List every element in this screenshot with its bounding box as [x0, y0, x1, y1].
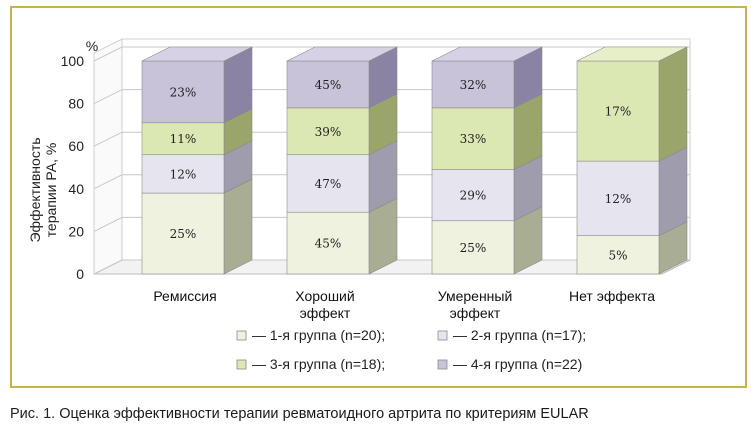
bar-value-label: 45% [315, 78, 342, 92]
category-label-line: Умеренный [438, 288, 513, 304]
bar-value-label: 12% [170, 167, 197, 181]
bar-top [431, 46, 543, 62]
category-label-line: Хороший [295, 288, 354, 304]
y-tick-label: 60 [68, 138, 84, 154]
legend-label: — 4-я группа (n=22) [453, 356, 582, 372]
bar-segment [141, 122, 225, 156]
side-wall [93, 38, 123, 275]
legend-label: — 3-я группа (n=18); [252, 356, 385, 372]
y-axis-title-line: Эффективность [27, 137, 43, 242]
legend-label: — 2-я группа (n=17); [453, 327, 586, 343]
bar-value-label: 17% [605, 105, 632, 119]
y-tick-label: 80 [68, 96, 84, 112]
bar-value-label: 32% [460, 78, 487, 92]
bar-value-label: 33% [460, 132, 487, 146]
bar-value-label: 12% [605, 192, 632, 206]
bar-value-label: 39% [315, 125, 342, 139]
y-tick-label: 100 [61, 53, 85, 69]
bar-stack: 25% 12% 11% 23% [141, 46, 253, 275]
bar-segment [576, 60, 660, 162]
legend-swatch [437, 359, 448, 370]
category-label: Нет эффекта [569, 288, 655, 304]
category-label-line: эффект [300, 305, 351, 321]
bar-segment [141, 154, 225, 194]
bar-segment [576, 160, 660, 236]
category-label-line: Нет эффекта [569, 288, 655, 304]
bar-segment-side [658, 46, 688, 162]
bar-value-label: 25% [170, 227, 197, 241]
bar-segment [431, 60, 515, 109]
category-label: Умеренный эффект [438, 288, 513, 321]
caption-label: Рис. 1. [10, 406, 56, 422]
y-tick-label: 20 [68, 223, 84, 239]
bar-value-label: 29% [460, 189, 487, 203]
bar-segment-side [223, 178, 253, 275]
y-tick-label: 40 [68, 181, 84, 197]
caption-text: Оценка эффективности терапии ревматоидно… [59, 406, 589, 422]
bar-stack: 5% 12% 17% [576, 46, 688, 275]
bar-value-label: 25% [460, 241, 487, 255]
bar-stack: 45% 47% 39% 45% [286, 46, 398, 275]
bar-segment [576, 235, 660, 275]
y-axis-title-line: терапии РА, % [43, 143, 59, 238]
bar-value-label: 23% [170, 85, 197, 99]
bar-top [286, 46, 398, 62]
bar-value-label: 45% [315, 237, 342, 251]
category-label: Хороший эффект [295, 288, 354, 321]
bar-value-label: 47% [315, 177, 342, 191]
y-unit-label: % [86, 38, 98, 54]
bar-segment [431, 107, 515, 170]
bar-segment [431, 220, 515, 275]
category-label: Ремиссия [153, 288, 216, 304]
legend-swatch [437, 330, 448, 341]
bar-segment-side [658, 146, 688, 237]
category-label-line: Ремиссия [153, 288, 216, 304]
bar-value-label: 5% [608, 248, 627, 262]
bar-segment [286, 154, 370, 213]
stacked-bar-chart: 0 20 40 60 80 100% Эффективностьтерапии РА, % 2… [27, 38, 691, 372]
figure-frame: 0 20 40 60 80 100% Эффективностьтерапии РА, % 2… [10, 6, 747, 388]
bar-segment [286, 211, 370, 275]
category-label-line: эффект [450, 305, 501, 321]
bar-segment [286, 60, 370, 109]
bar-segment [141, 192, 225, 275]
bar-value-label: 11% [170, 132, 197, 146]
y-axis-title: Эффективностьтерапии РА, % [27, 137, 59, 242]
bar-segment [286, 107, 370, 156]
bar-top [141, 46, 253, 62]
y-tick-label: 0 [76, 266, 84, 282]
legend-swatch [236, 359, 247, 370]
figure-caption: Рис. 1. Оценка эффективности терапии рев… [10, 406, 589, 422]
bar-stack: 25% 29% 33% 32% [431, 46, 543, 275]
bar-top [576, 46, 688, 62]
bar-segment [141, 60, 225, 124]
legend-label: — 1-я группа (n=20); [252, 327, 385, 343]
legend-swatch [236, 330, 247, 341]
